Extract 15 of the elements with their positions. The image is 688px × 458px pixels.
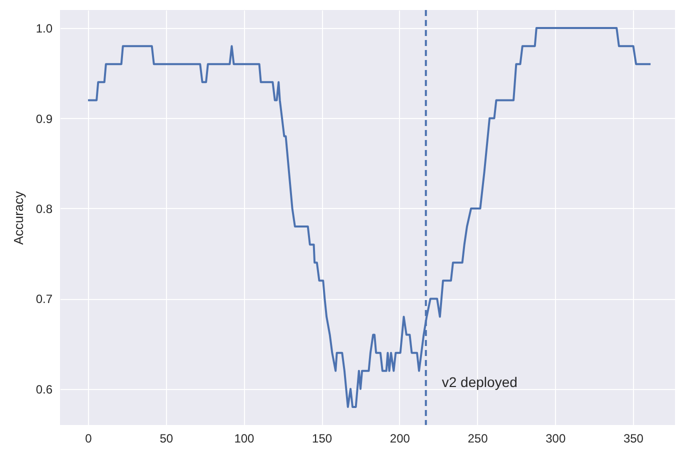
x-tick-label: 50 (160, 432, 174, 446)
y-tick-label: 0.7 (36, 292, 53, 306)
x-tick-label: 300 (546, 432, 566, 446)
y-tick-label: 1.0 (36, 22, 53, 36)
x-tick-label: 0 (85, 432, 92, 446)
y-axis-title: Accuracy (10, 190, 26, 245)
x-tick-label: 100 (234, 432, 255, 446)
y-tick-label: 0.8 (36, 202, 53, 216)
x-tick-label: 200 (390, 432, 410, 446)
y-tick-label: 0.9 (36, 112, 53, 126)
x-tick-label: 150 (312, 432, 332, 446)
y-tick-label: 0.6 (36, 382, 53, 396)
x-tick-label: 250 (468, 432, 488, 446)
x-tick-label: 350 (623, 432, 644, 446)
ref-line-label: v2 deployed (442, 374, 518, 390)
